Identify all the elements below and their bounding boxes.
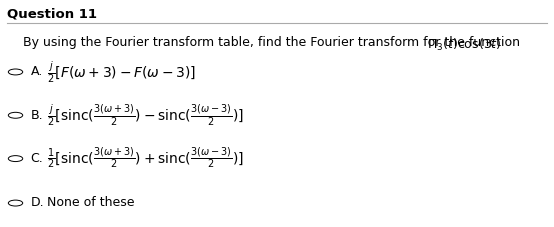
Text: None of these: None of these xyxy=(47,195,135,209)
Text: $\frac{j}{2}[F(\omega+3)-F(\omega-3)]$: $\frac{j}{2}[F(\omega+3)-F(\omega-3)]$ xyxy=(47,59,196,84)
Text: A.: A. xyxy=(30,65,43,78)
Text: C.: C. xyxy=(30,151,43,164)
Text: $\Pi_3(t)\cos(3t)$: $\Pi_3(t)\cos(3t)$ xyxy=(427,36,501,52)
Text: B.: B. xyxy=(30,108,43,121)
Text: By using the Fourier transform table, find the Fourier transform for the functio: By using the Fourier transform table, fi… xyxy=(23,36,524,49)
Text: $\frac{1}{2}[\mathrm{sinc}(\frac{3(\omega+3)}{2})+\mathrm{sinc}(\frac{3(\omega-3: $\frac{1}{2}[\mathrm{sinc}(\frac{3(\omeg… xyxy=(47,145,244,170)
Text: Question 11: Question 11 xyxy=(7,8,96,21)
Text: D.: D. xyxy=(30,195,44,209)
Text: $\frac{j}{2}[\mathrm{sinc}(\frac{3(\omega+3)}{2})-\mathrm{sinc}(\frac{3(\omega-3: $\frac{j}{2}[\mathrm{sinc}(\frac{3(\omeg… xyxy=(47,102,244,127)
